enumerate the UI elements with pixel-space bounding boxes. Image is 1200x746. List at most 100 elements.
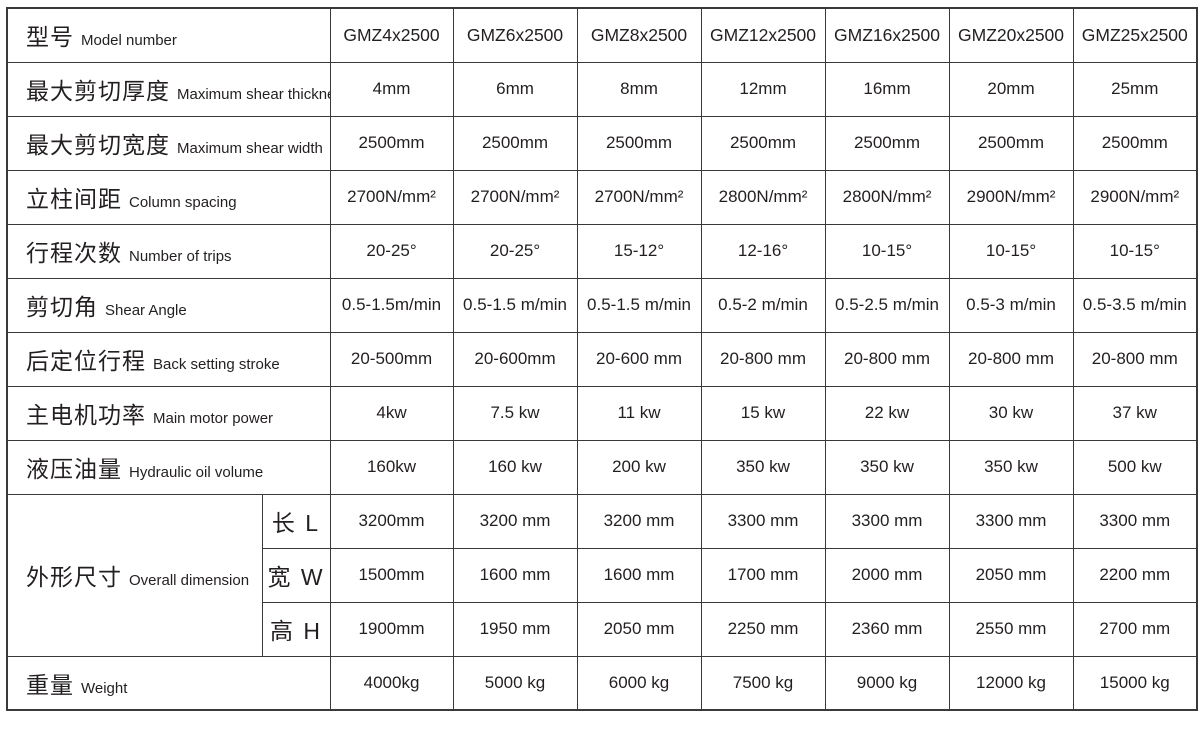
value-cell: 12000 kg — [948, 655, 1074, 711]
row-label-en: Main motor power — [153, 410, 274, 427]
value-cell: 11 kw — [576, 385, 702, 441]
value-cell: 9000 kg — [824, 655, 950, 711]
value-cell: 2700 mm — [1072, 601, 1198, 657]
value-cell: 2500mm — [700, 115, 826, 171]
value-cell: 0.5-3 m/min — [948, 277, 1074, 333]
spec-row-back-setting-stroke: 后定位行程 Back setting stroke 20-500mm 20-600… — [6, 331, 1198, 387]
value-cell: 1950 mm — [452, 601, 578, 657]
value-cell: 20-800 mm — [948, 331, 1074, 387]
value-cell: 2500mm — [452, 115, 578, 171]
row-label-cell: 立柱间距 Column spacing — [6, 169, 331, 225]
row-label-en: Column spacing — [129, 194, 237, 211]
model-header-cell: GMZ4x2500 — [329, 7, 454, 63]
value-cell: 2360 mm — [824, 601, 950, 657]
value-cell: 2500mm — [824, 115, 950, 171]
dim-row-height: 高 H 1900mm 1950 mm 2050 mm 2250 mm 2360 … — [7, 601, 1198, 657]
row-label-en: Weight — [81, 679, 128, 697]
value-cell: 7.5 kw — [452, 385, 578, 441]
value-cell: 3300 mm — [948, 493, 1074, 549]
value-cell: 2700N/mm² — [329, 169, 454, 225]
value-cell: 20-25° — [329, 223, 454, 279]
row-label-zh: 行程次数 — [26, 240, 122, 266]
value-cell: 3200 mm — [452, 493, 578, 549]
dim-row-length: 外形尺寸 Overall dimension 长 L 3200mm 3200 mm… — [6, 493, 1198, 657]
value-cell: 0.5-1.5 m/min — [452, 277, 578, 333]
spec-row-shear-angle: 剪切角 Shear Angle 0.5-1.5m/min 0.5-1.5 m/mi… — [6, 277, 1198, 333]
value-cell: 2500mm — [948, 115, 1074, 171]
model-header-cell: GMZ16x2500 — [824, 7, 950, 63]
header-label-cell: 型号 Model number — [6, 7, 331, 63]
row-label-en: Maximum shear thickness — [177, 86, 329, 103]
value-cell: 2700N/mm² — [452, 169, 578, 225]
value-cell: 15-12° — [576, 223, 702, 279]
row-label-cell: 最大剪切宽度 Maximum shear width — [6, 115, 331, 171]
row-label-zh: 剪切角 — [26, 294, 98, 320]
model-header-cell: GMZ25x2500 — [1072, 7, 1198, 63]
dim-sublabel-length: 长 L — [261, 493, 331, 549]
row-label-cell: 行程次数 Number of trips — [6, 223, 331, 279]
spec-row-max-shear-thickness: 最大剪切厚度 Maximum shear thickness 4mm 6mm 8m… — [6, 61, 1198, 117]
value-cell: 1600 mm — [452, 547, 578, 603]
row-label-en: Hydraulic oil volume — [129, 464, 264, 481]
value-cell: 7500 kg — [700, 655, 826, 711]
row-label-cell: 最大剪切厚度 Maximum shear thickness — [6, 61, 331, 117]
model-header-cell: GMZ6x2500 — [452, 7, 578, 63]
value-cell: 2050 mm — [576, 601, 702, 657]
value-cell: 0.5-2 m/min — [700, 277, 826, 333]
value-cell: 20-25° — [452, 223, 578, 279]
spec-row-max-shear-width: 最大剪切宽度 Maximum shear width 2500mm 2500mm … — [6, 115, 1198, 171]
spec-row-hydraulic-oil-volume: 液压油量 Hydraulic oil volume 160kw 160 kw 20… — [6, 439, 1198, 495]
value-cell: 350 kw — [700, 439, 826, 495]
row-label-cell: 液压油量 Hydraulic oil volume — [6, 439, 331, 495]
value-cell: 3200mm — [329, 493, 454, 549]
row-label-zh: 后定位行程 — [26, 348, 146, 374]
row-label-cell: 后定位行程 Back setting stroke — [6, 331, 331, 387]
row-label-zh: 最大剪切宽度 — [26, 132, 170, 158]
header-label-zh: 型号 — [26, 24, 74, 51]
spec-row-column-spacing: 立柱间距 Column spacing 2700N/mm² 2700N/mm² 2… — [6, 169, 1198, 225]
dim-sublabel-width: 宽 W — [261, 547, 331, 603]
value-cell: 2250 mm — [700, 601, 826, 657]
value-cell: 2800N/mm² — [824, 169, 950, 225]
value-cell: 1600 mm — [576, 547, 702, 603]
value-cell: 20-800 mm — [700, 331, 826, 387]
value-cell: 3300 mm — [1072, 493, 1198, 549]
value-cell: 10-15° — [1072, 223, 1198, 279]
dimension-group-label-cell: 外形尺寸 Overall dimension — [6, 493, 263, 657]
value-cell: 2500mm — [576, 115, 702, 171]
value-cell: 20-800 mm — [824, 331, 950, 387]
value-cell: 2900N/mm² — [948, 169, 1074, 225]
value-cell: 37 kw — [1072, 385, 1198, 441]
value-cell: 6000 kg — [576, 655, 702, 711]
value-cell: 22 kw — [824, 385, 950, 441]
value-cell: 0.5-1.5m/min — [329, 277, 454, 333]
value-cell: 12-16° — [700, 223, 826, 279]
value-cell: 4mm — [329, 61, 454, 117]
value-cell: 5000 kg — [452, 655, 578, 711]
value-cell: 2550 mm — [948, 601, 1074, 657]
value-cell: 1700 mm — [700, 547, 826, 603]
value-cell: 2050 mm — [948, 547, 1074, 603]
value-cell: 20-600mm — [452, 331, 578, 387]
value-cell: 3300 mm — [824, 493, 950, 549]
spec-row-main-motor-power: 主电机功率 Main motor power 4kw 7.5 kw 11 kw 1… — [6, 385, 1198, 441]
model-header-cell: GMZ12x2500 — [700, 7, 826, 63]
row-label-zh: 最大剪切厚度 — [26, 78, 170, 104]
value-cell: 4kw — [329, 385, 454, 441]
value-cell: 3200 mm — [576, 493, 702, 549]
value-cell: 0.5-3.5 m/min — [1072, 277, 1198, 333]
value-cell: 3300 mm — [700, 493, 826, 549]
value-cell: 16mm — [824, 61, 950, 117]
value-cell: 15 kw — [700, 385, 826, 441]
value-cell: 0.5-2.5 m/min — [824, 277, 950, 333]
value-cell: 2000 mm — [824, 547, 950, 603]
value-cell: 20-500mm — [329, 331, 454, 387]
value-cell: 200 kw — [576, 439, 702, 495]
value-cell: 20mm — [948, 61, 1074, 117]
value-cell: 30 kw — [948, 385, 1074, 441]
value-cell: 10-15° — [948, 223, 1074, 279]
value-cell: 2500mm — [1072, 115, 1198, 171]
model-header-cell: GMZ8x2500 — [576, 7, 702, 63]
row-label-cell: 剪切角 Shear Angle — [6, 277, 331, 333]
